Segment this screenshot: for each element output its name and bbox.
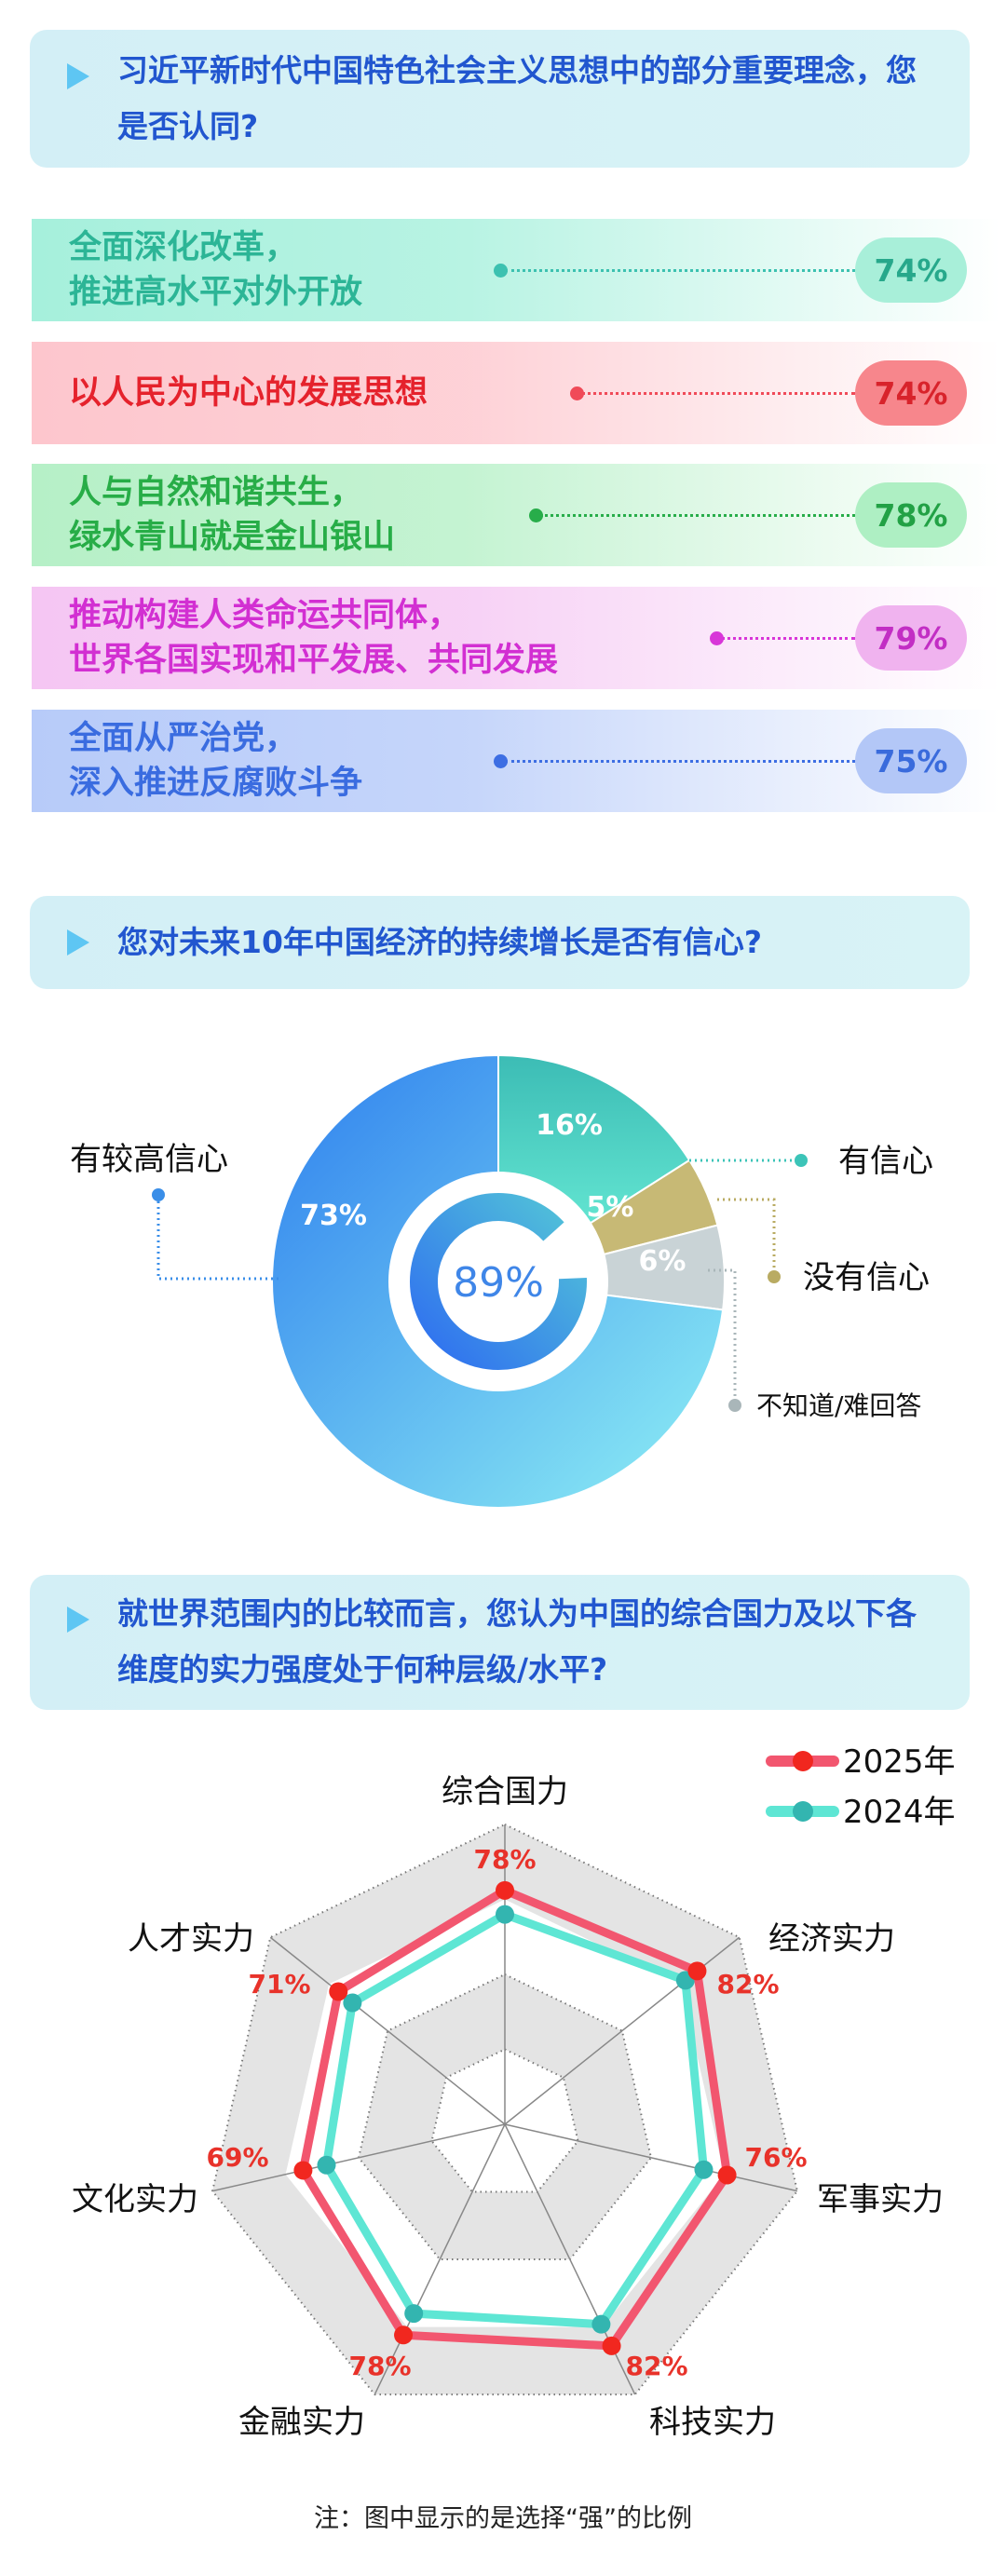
radar-value-label: 82% [625, 2351, 687, 2381]
question-3-header: 就世界范围内的比较而言，您认为中国的综合国力及以下各维度的实力强度处于何种层级/… [30, 1575, 970, 1710]
radar-grid-ring [430, 2048, 579, 2193]
radar-value-label: 82% [716, 1969, 779, 2000]
row-leader-line [505, 760, 855, 763]
radar-axis-label: 综合国力 [442, 1773, 568, 1810]
row-leader-line [540, 514, 855, 517]
radar-series-2025年 [298, 1886, 732, 2351]
radar-point [717, 2165, 737, 2185]
radar-axis-line [269, 1936, 506, 2125]
slice-category-label: 不知道/难回答 [756, 1390, 921, 1421]
radar-series-2024年 [322, 1910, 708, 2329]
chart-note: 注：图中显示的是选择“强”的比例 [314, 2504, 692, 2533]
radar-point [404, 2304, 424, 2324]
radar-point [317, 2155, 336, 2175]
radar-grid-ring [357, 1973, 653, 2261]
radar-axis-label: 人才实力 [128, 1920, 254, 1958]
play-triangle-icon [67, 1607, 89, 1633]
row-dot [529, 508, 543, 522]
slice-value-label: 5% [587, 1191, 634, 1224]
radar-value-label: 71% [248, 1969, 310, 2000]
radar-axis-line [504, 2123, 798, 2192]
row-percent-pill: 74% [855, 237, 967, 303]
row-label: 推动构建人类命运共同体， 世界各国实现和平发展、共同发展 [69, 597, 559, 679]
radar-axis-line [374, 2123, 506, 2395]
row-dot [710, 631, 724, 645]
radar-grid-ring [211, 1823, 799, 2396]
radar-axis-label: 文化实力 [72, 2181, 198, 2218]
radar-point [591, 2314, 611, 2334]
row-dot [570, 386, 584, 400]
legend-label: 2025年 [843, 1743, 956, 1781]
radar-axis-line [211, 2123, 506, 2192]
row-label: 人与自然和谐共生， 绿水青山就是金山银山 [69, 474, 396, 556]
agreement-row: 以人民为中心的发展思想 74% [32, 342, 1000, 444]
radar-point [602, 2336, 621, 2355]
radar-axis-label: 经济实力 [768, 1920, 895, 1958]
radar-point [394, 2325, 414, 2345]
radar-point [496, 1880, 514, 1900]
question-2-title: 您对未来10年中国经济的持续增长是否有信心? [117, 924, 763, 960]
row-dot [494, 264, 508, 278]
agreement-row: 全面从严治党， 深入推进反腐败斗争 75% [32, 710, 1000, 812]
row-label: 全面深化改革， 推进高水平对外开放 [69, 229, 363, 311]
question-1-header: 习近平新时代中国特色社会主义思想中的部分重要理念，您是否认同? [30, 30, 970, 168]
agreement-row: 全面深化改革， 推进高水平对外开放 74% [32, 219, 1000, 321]
radar-point [343, 1993, 362, 2013]
slice-value-label: 16% [536, 1109, 603, 1142]
radar-value-label: 76% [744, 2142, 807, 2173]
slice-category-label: 没有信心 [803, 1259, 930, 1296]
legend-label: 2024年 [843, 1794, 956, 1831]
radar-point [496, 1905, 514, 1924]
row-label: 全面从严治党， 深入推进反腐败斗争 [69, 720, 363, 802]
slice-value-label: 6% [639, 1245, 687, 1278]
row-percent-pill: 79% [855, 605, 967, 671]
leader-dot [152, 1188, 165, 1201]
row-leader-line [505, 269, 855, 272]
row-label: 以人民为中心的发展思想 [69, 374, 428, 412]
question-1-title: 习近平新时代中国特色社会主义思想中的部分重要理念，您是否认同? [117, 52, 917, 144]
radar-axis-label: 金融实力 [238, 2404, 365, 2441]
progress-ring [410, 1193, 587, 1370]
row-dot [494, 754, 508, 768]
slice-value-label: 73% [300, 1200, 367, 1232]
question-2-header: 您对未来10年中国经济的持续增长是否有信心? [30, 896, 970, 989]
play-triangle-icon [67, 63, 89, 89]
radar-axis-label: 军事实力 [817, 2181, 944, 2218]
leader-line [156, 1201, 279, 1281]
slice-category-label: 有信心 [838, 1143, 933, 1180]
leader-dot [768, 1270, 781, 1283]
agreement-row: 推动构建人类命运共同体， 世界各国实现和平发展、共同发展 79% [32, 587, 1000, 689]
question-3-title: 就世界范围内的比较而言，您认为中国的综合国力及以下各维度的实力强度处于何种层级/… [117, 1595, 917, 1688]
radar-point [293, 2161, 313, 2180]
radar-point [694, 2160, 714, 2179]
leader-dot [728, 1399, 741, 1412]
legend-marker [793, 1801, 813, 1822]
leader-dot [795, 1154, 808, 1167]
radar-value-label: 69% [206, 2142, 268, 2173]
play-triangle-icon [67, 929, 89, 956]
row-leader-line [581, 392, 855, 395]
center-value: 89% [453, 1259, 544, 1307]
radar-point [329, 1982, 348, 2001]
radar-value-label: 78% [348, 2351, 411, 2381]
row-percent-pill: 74% [855, 360, 967, 426]
row-leader-line [721, 637, 855, 640]
row-percent-pill: 78% [855, 482, 967, 548]
radar-axis-label: 科技实力 [649, 2404, 776, 2441]
row-percent-pill: 75% [855, 728, 967, 793]
leader-line [717, 1198, 776, 1268]
radar-value-label: 78% [473, 1844, 536, 1875]
legend-marker [793, 1751, 813, 1771]
agreement-row: 人与自然和谐共生， 绿水青山就是金山银山 78% [32, 464, 1000, 566]
slice-category-label: 有较高信心 [70, 1141, 228, 1178]
radar-point [687, 1961, 707, 1981]
